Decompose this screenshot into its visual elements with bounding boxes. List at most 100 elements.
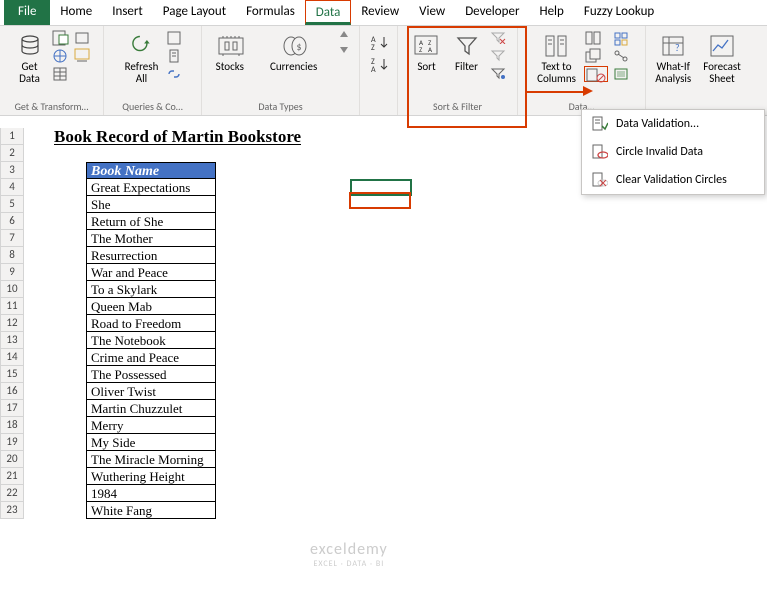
book-cell[interactable]: Martin Chuzzulet — [86, 400, 216, 417]
book-cell[interactable]: Road to Freedom — [86, 315, 216, 332]
properties-icon[interactable] — [166, 48, 184, 64]
row-header[interactable]: 22 — [0, 485, 24, 502]
book-cell[interactable]: Crime and Peace — [86, 349, 216, 366]
sort-az-icon[interactable]: AZ — [370, 34, 388, 50]
clear-filter-icon[interactable] — [489, 30, 507, 46]
menu-item-developer[interactable]: Developer — [455, 0, 529, 25]
menu-item-formulas[interactable]: Formulas — [236, 0, 305, 25]
book-cell[interactable]: Return of She — [86, 213, 216, 230]
consolidate-icon[interactable] — [612, 30, 630, 46]
from-text-icon[interactable] — [52, 30, 70, 46]
filter-button[interactable]: Filter — [449, 30, 485, 75]
book-cell[interactable]: Oliver Twist — [86, 383, 216, 400]
row-header[interactable]: 17 — [0, 400, 24, 417]
menu-item-help[interactable]: Help — [529, 0, 573, 25]
sheet-title: Book Record of Martin Bookstore — [54, 128, 301, 145]
ribbon-group-queries: RefreshAll Queries & Co… — [104, 26, 202, 115]
menu-item-fuzzy-lookup[interactable]: Fuzzy Lookup — [574, 0, 664, 25]
row-header[interactable]: 18 — [0, 417, 24, 434]
menu-item-home[interactable]: Home — [50, 0, 102, 25]
ribbon-group-datatools: Text toColumns Data… — [518, 26, 646, 115]
advanced-icon[interactable] — [489, 66, 507, 82]
arrow-head-icon — [583, 86, 593, 96]
book-cell[interactable]: To a Skylark — [86, 281, 216, 298]
row-header[interactable]: 4 — [0, 179, 24, 196]
worksheet-grid[interactable]: 1234567891011121314151617181920212223 Bo… — [0, 128, 767, 604]
row-header[interactable]: 6 — [0, 213, 24, 230]
book-cell[interactable]: Great Expectations — [86, 179, 216, 196]
menu-item-page-layout[interactable]: Page Layout — [153, 0, 236, 25]
row-header[interactable]: 12 — [0, 315, 24, 332]
refresh-all-button[interactable]: RefreshAll — [121, 30, 163, 87]
scroll-up-icon[interactable] — [339, 30, 349, 38]
row-header[interactable]: 2 — [0, 145, 24, 162]
data-model-icon[interactable] — [612, 66, 630, 82]
stocks-button[interactable]: Stocks — [212, 30, 248, 75]
book-cell[interactable]: The Mother — [86, 230, 216, 247]
book-cell[interactable]: The Notebook — [86, 332, 216, 349]
menu-item-view[interactable]: View — [409, 0, 455, 25]
book-cell[interactable]: She — [86, 196, 216, 213]
row-header[interactable]: 8 — [0, 247, 24, 264]
get-data-button[interactable]: GetData — [12, 30, 48, 87]
menu-item-file[interactable]: File — [4, 0, 50, 25]
selected-cell[interactable] — [350, 179, 412, 196]
row-header[interactable]: 10 — [0, 281, 24, 298]
from-table-icon[interactable] — [52, 66, 70, 82]
book-cell[interactable]: War and Peace — [86, 264, 216, 281]
refresh-icon — [127, 32, 155, 60]
menu-item-insert[interactable]: Insert — [102, 0, 153, 25]
row-header[interactable]: 14 — [0, 349, 24, 366]
row-header[interactable]: 21 — [0, 468, 24, 485]
currencies-button[interactable]: $ Currencies — [266, 30, 321, 75]
recent-sources-icon[interactable] — [74, 30, 92, 46]
row-header[interactable]: 16 — [0, 383, 24, 400]
row-header[interactable]: 9 — [0, 264, 24, 281]
edit-links-icon[interactable] — [166, 66, 184, 82]
book-cell[interactable]: Merry — [86, 417, 216, 434]
book-cell[interactable]: White Fang — [86, 502, 216, 519]
whatif-icon: ? — [659, 32, 687, 60]
row-header[interactable]: 5 — [0, 196, 24, 213]
book-cell[interactable]: Wuthering Height — [86, 468, 216, 485]
remove-dup-icon[interactable] — [584, 48, 602, 64]
menu-item-data[interactable]: Data — [305, 0, 352, 25]
book-cell[interactable]: Queen Mab — [86, 298, 216, 315]
stocks-icon — [216, 32, 244, 60]
relationships-icon[interactable] — [612, 48, 630, 64]
ribbon: GetData Get & Transform… RefreshAll — [0, 26, 767, 116]
queries-icon[interactable] — [166, 30, 184, 46]
menu-item-review[interactable]: Review — [351, 0, 409, 25]
row-header[interactable]: 1 — [0, 128, 24, 145]
database-icon — [16, 32, 44, 60]
menu-item-circle-invalid[interactable]: Circle Invalid Data — [582, 138, 764, 166]
forecast-button[interactable]: ForecastSheet — [699, 30, 745, 87]
sort-za-icon[interactable]: ZA — [370, 56, 388, 72]
text-to-columns-button[interactable]: Text toColumns — [533, 30, 580, 87]
row-header[interactable]: 11 — [0, 298, 24, 315]
sort-button[interactable]: AZZA Sort — [409, 30, 445, 75]
row-header[interactable]: 13 — [0, 332, 24, 349]
row-header[interactable]: 15 — [0, 366, 24, 383]
row-header[interactable]: 7 — [0, 230, 24, 247]
row-header[interactable]: 19 — [0, 434, 24, 451]
row-header[interactable]: 3 — [0, 162, 24, 179]
from-web-icon[interactable] — [52, 48, 70, 64]
book-cell[interactable]: The Possessed — [86, 366, 216, 383]
data-validation-icon[interactable] — [584, 66, 608, 82]
whatif-button[interactable]: ? What-IfAnalysis — [651, 30, 695, 87]
book-cell[interactable]: My Side — [86, 434, 216, 451]
flash-fill-icon[interactable] — [584, 30, 602, 46]
queries-small-buttons — [166, 30, 184, 82]
row-header[interactable]: 20 — [0, 451, 24, 468]
sort-label: Sort — [417, 61, 435, 73]
book-cell[interactable]: Resurrection — [86, 247, 216, 264]
existing-conn-icon[interactable] — [74, 48, 92, 64]
row-header[interactable]: 23 — [0, 502, 24, 519]
scroll-down-icon[interactable] — [339, 46, 349, 54]
menu-item-clear-circles[interactable]: Clear Validation Circles — [582, 166, 764, 194]
reapply-icon[interactable] — [489, 48, 507, 64]
book-cell[interactable]: The Miracle Morning — [86, 451, 216, 468]
book-cell[interactable]: 1984 — [86, 485, 216, 502]
menu-item-data-validation[interactable]: Data Validation... — [582, 110, 764, 138]
